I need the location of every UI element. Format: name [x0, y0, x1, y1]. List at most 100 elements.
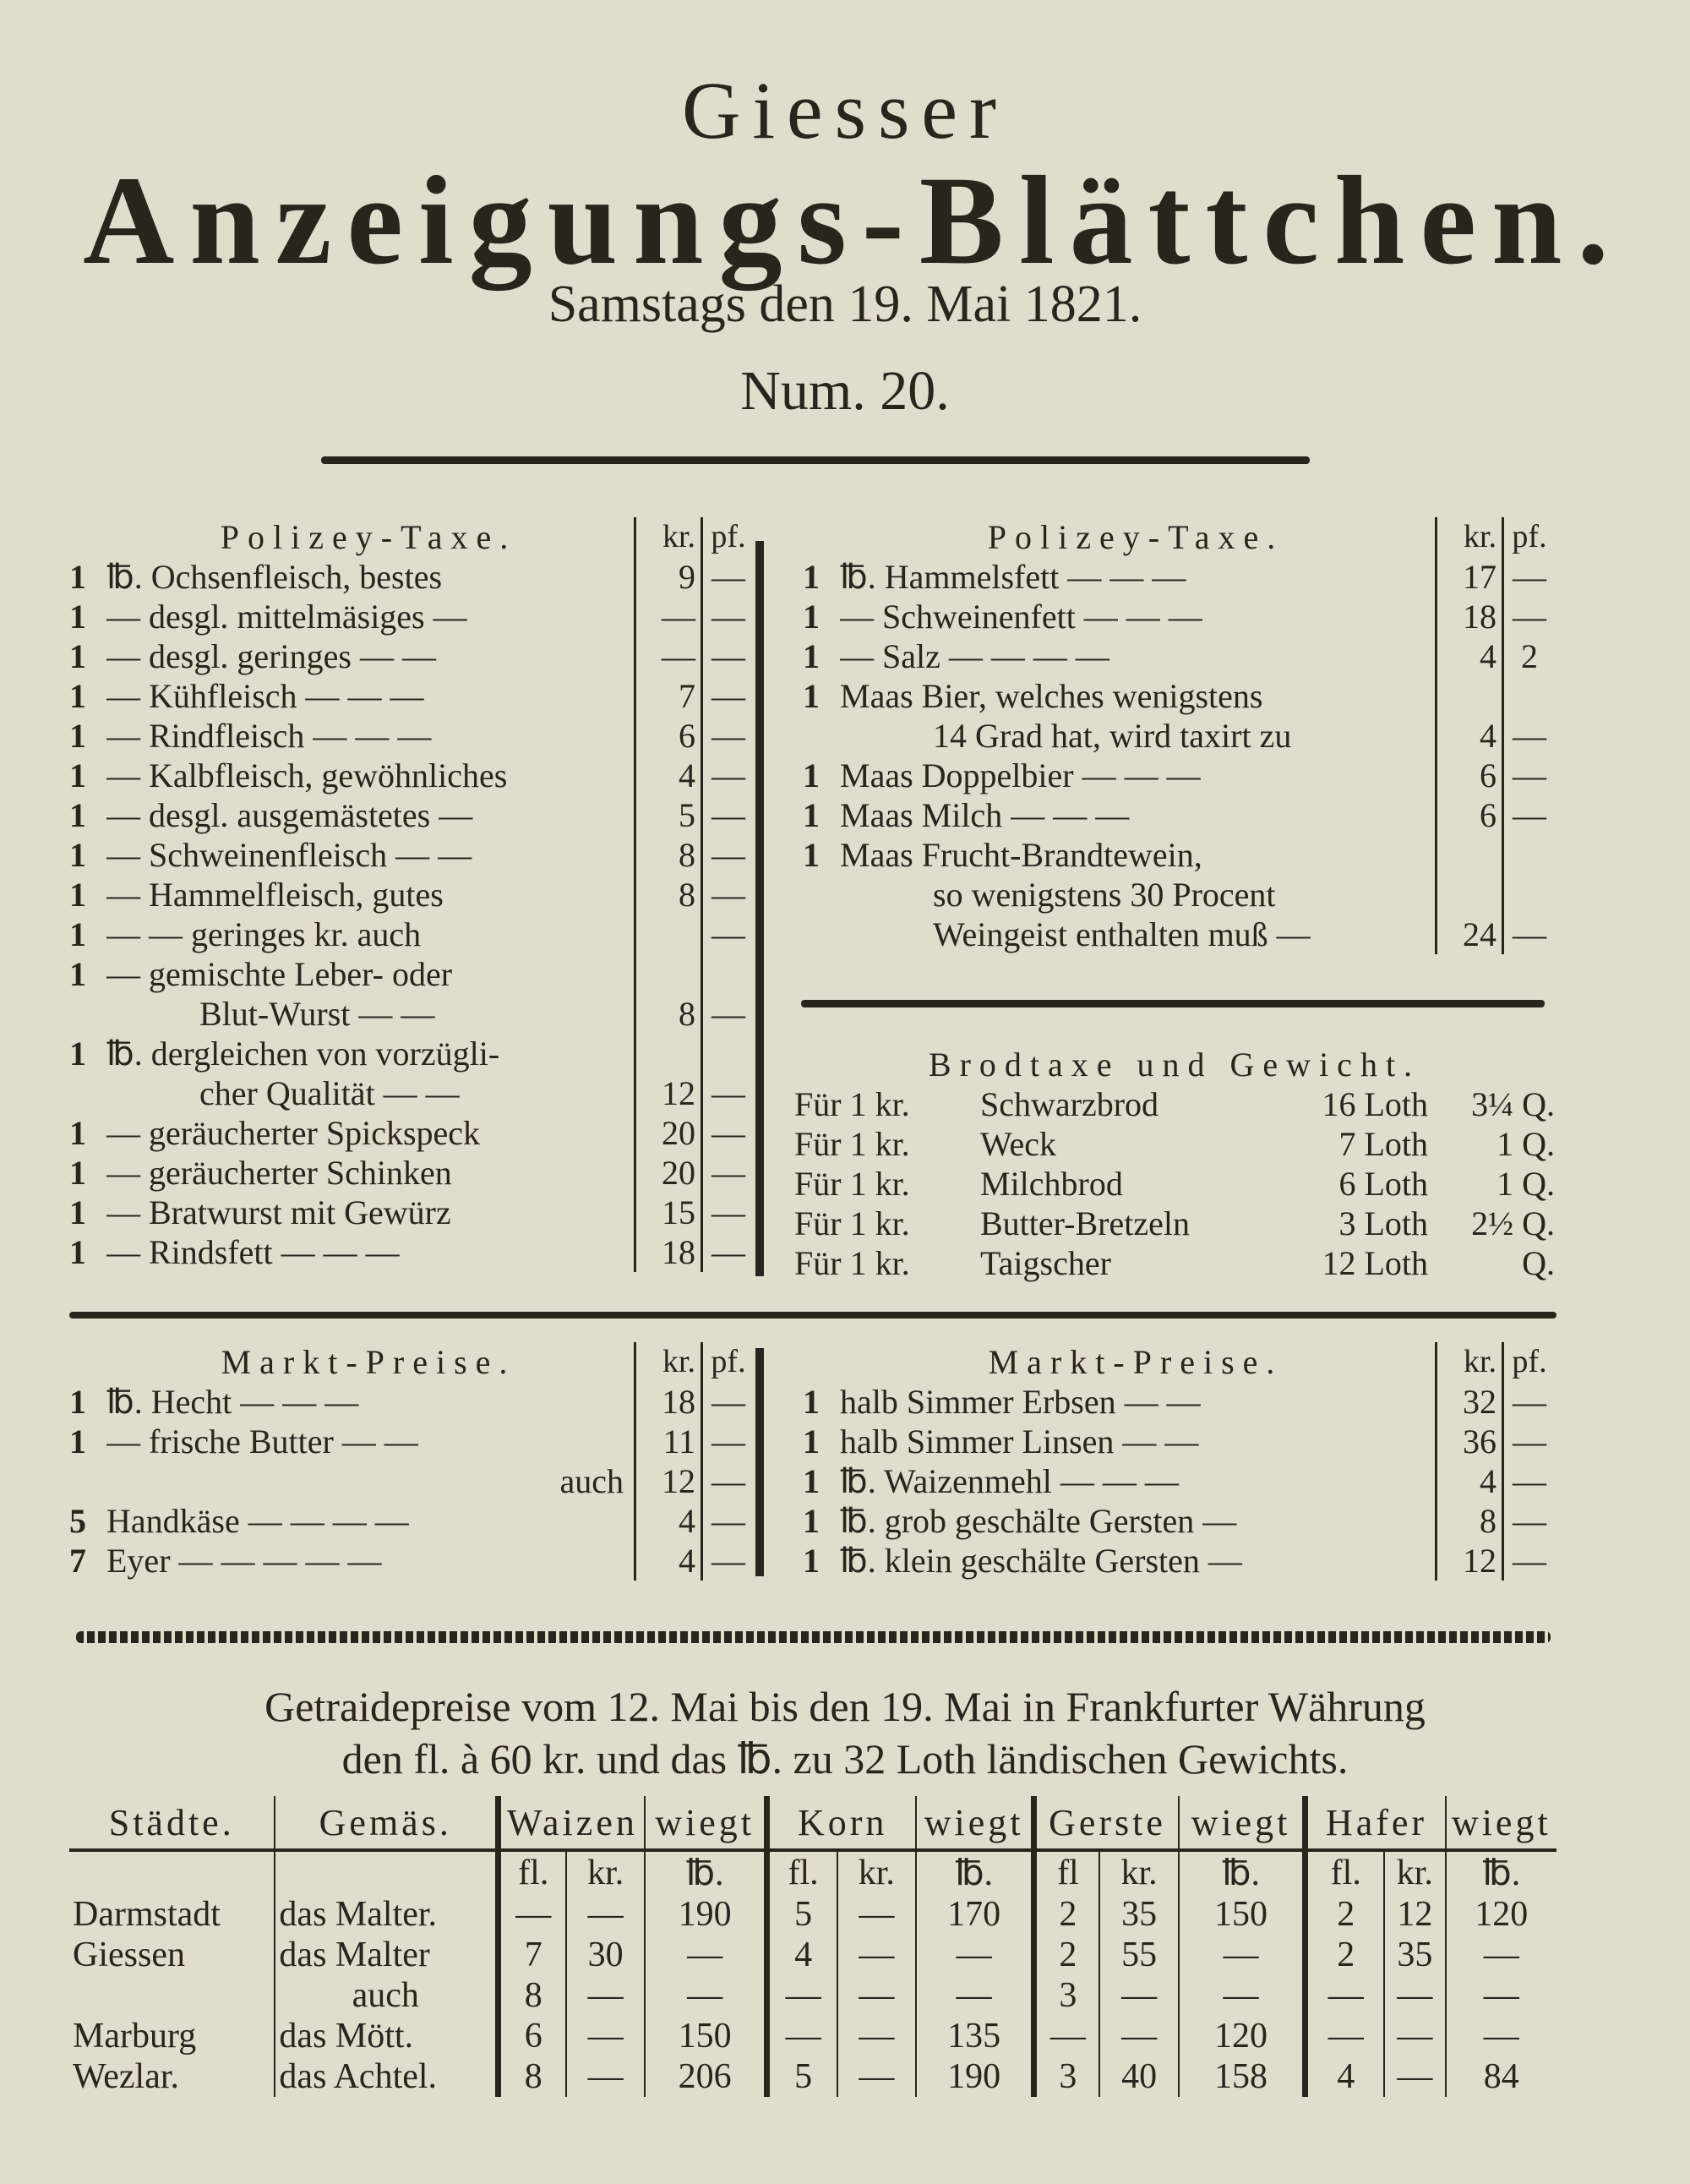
item-description: — Kalbfleisch, gewöhnliches [106, 756, 508, 794]
quantity [69, 994, 106, 1034]
price-row: 1 — geräucherter Schinken 20— [69, 1153, 754, 1193]
price-kreuzer: 4 [634, 1501, 703, 1541]
table-cell: 5 [764, 2056, 837, 2097]
price-kreuzer: 20 [634, 1153, 703, 1193]
column-header: wiegt [914, 1796, 1034, 1852]
item-description: 14 Grad hat, wird taxirt zu [933, 717, 1292, 755]
table-cell: — [836, 2056, 916, 2097]
table-cell: — [565, 2016, 645, 2056]
price-kreuzer: 9 [634, 557, 703, 597]
table-cell: — [764, 1975, 837, 2016]
bread-weight-quentchen: 3¼ Q. [1471, 1085, 1555, 1123]
price-pfennig: — [711, 1542, 745, 1580]
quantity: 1 [803, 1462, 820, 1500]
price-kreuzer: 24 [1435, 915, 1504, 954]
table-cell: 190 [643, 1894, 767, 1935]
table-cell: 2 [1302, 1894, 1385, 1935]
item-description: auch [559, 1462, 624, 1500]
bread-row: Für 1 kr. Butter-Bretzeln 3 Loth 2½ Q. [794, 1204, 1555, 1243]
quantity: 1 [69, 955, 86, 993]
section-header: Polizey-Taxe. kr. pf. [803, 517, 1555, 557]
kr-header: kr. [1435, 1342, 1504, 1382]
quantity: 1 [69, 1233, 86, 1271]
price-pfennig: — [711, 1193, 745, 1231]
bread-weight-loth: 12 Loth [1322, 1244, 1428, 1282]
price-pfennig: — [711, 558, 745, 596]
quantity: 1 [803, 677, 820, 715]
table-cell: 4 [764, 1935, 837, 1975]
quantity: 1 [69, 1114, 86, 1152]
price-row: 1 — Bratwurst mit Gewürz 15— [69, 1193, 754, 1232]
markt-preise-left: Markt-Preise. kr. pf. 1 ℔. Hecht — — —18—1— … [69, 1342, 754, 1581]
markt-preise-right: Markt-Preise. kr. pf. 1 halb Simmer Erbsen —… [803, 1342, 1555, 1581]
price-pfennig: — [711, 717, 745, 755]
price-pfennig: — [711, 1074, 745, 1112]
price-row: cher Qualität — — 12— [69, 1073, 754, 1113]
bread-price: Für 1 kr. [794, 1125, 910, 1163]
table-cell: — [1302, 1975, 1385, 2016]
item-description: — Bratwurst mit Gewürz [106, 1193, 451, 1231]
item-description: — geräucherter Schinken [106, 1154, 452, 1192]
item-description: ℔. klein geschälte Gersten — [840, 1542, 1242, 1580]
price-row: 1 ℔. dergleichen von vorzügli- [69, 1034, 754, 1073]
price-pfennig: — [1513, 1422, 1546, 1461]
section-header: Markt-Preise. kr. pf. [803, 1342, 1555, 1382]
price-pfennig: — [711, 677, 745, 715]
column-divider [755, 541, 764, 1276]
unit-header: ℔. [643, 1850, 767, 1894]
measure: das Achtel. [274, 2056, 499, 2097]
table-cell: 7 [495, 1935, 567, 1975]
price-pfennig: — [711, 915, 745, 953]
price-kreuzer: 12 [634, 1073, 703, 1113]
price-pfennig: — [711, 995, 745, 1033]
table-cell: — [836, 1894, 916, 1935]
quantity: 1 [803, 637, 820, 675]
quantity [803, 716, 840, 756]
quantity: 1 [69, 836, 86, 874]
price-row: 14 Grad hat, wird taxirt zu 4— [803, 716, 1555, 756]
pf-header: pf. [711, 519, 746, 554]
subheader-row: fl. kr. ℔. fl. kr. ℔. fl kr. ℔. fl. kr. ℔. [69, 1850, 1556, 1894]
city-name [69, 1975, 275, 2016]
table-cell: 84 [1444, 2056, 1556, 2097]
price-row: 1 — Rindfleisch — — — 6— [69, 716, 754, 756]
table-cell: 30 [565, 1935, 645, 1975]
table-cell: — [1177, 1935, 1306, 1975]
bread-type: Weck [980, 1125, 1057, 1163]
quantity: 1 [69, 1035, 86, 1073]
price-row: 1 — gemischte Leber- oder [69, 954, 754, 994]
quantity: 1 [69, 1383, 86, 1421]
getraide-table: Städte. Gemäs. Waizen wiegt Korn wiegt Gerste w… [69, 1796, 1556, 2097]
section-title: Markt-Preise. [988, 1343, 1284, 1381]
price-kreuzer [1435, 676, 1504, 716]
price-kreuzer: 6 [1435, 756, 1504, 795]
price-kreuzer: — [634, 597, 703, 636]
price-row: 1 — desgl. geringes — — — — [69, 636, 754, 676]
section-rule [69, 1312, 1556, 1319]
column-header: wiegt [643, 1796, 767, 1852]
bread-price: Für 1 kr. [794, 1204, 910, 1242]
table-cell: 40 [1098, 2056, 1179, 2097]
price-kreuzer: 12 [1435, 1541, 1504, 1581]
price-kreuzer: 8 [1435, 1501, 1504, 1541]
price-pfennig: — [711, 756, 745, 794]
unit-header: kr. [1383, 1850, 1446, 1894]
column-header: wiegt [1444, 1796, 1556, 1852]
price-row: 1 halb Simmer Erbsen — — 32— [803, 1382, 1555, 1422]
bread-weight-quentchen: 2½ Q. [1471, 1204, 1555, 1242]
item-description: halb Simmer Erbsen — — [840, 1383, 1201, 1421]
table-row: Darmstadt das Malter. — —190 5—170 2 35 150 2 12 1… [69, 1894, 1556, 1935]
price-kreuzer: 6 [1435, 795, 1504, 835]
price-row: 1 — Salz — — — — 4 2 [803, 636, 1555, 676]
item-description: — — geringes kr. auch [106, 915, 422, 953]
item-description: so wenigstens 30 Procent [933, 876, 1276, 914]
price-kreuzer: 4 [1435, 636, 1504, 676]
price-row: Blut-Wurst — — 8— [69, 994, 754, 1034]
city-name: Darmstadt [73, 1895, 221, 1934]
item-description: Maas Frucht-Brandtewein, [840, 836, 1202, 874]
item-description: Maas Doppelbier — — — [840, 756, 1201, 794]
price-pfennig: — [1513, 796, 1546, 834]
item-description: — frische Butter — — [106, 1422, 418, 1461]
item-description: — Hammelfleisch, gutes [106, 876, 444, 914]
price-kreuzer: 15 [634, 1193, 703, 1232]
